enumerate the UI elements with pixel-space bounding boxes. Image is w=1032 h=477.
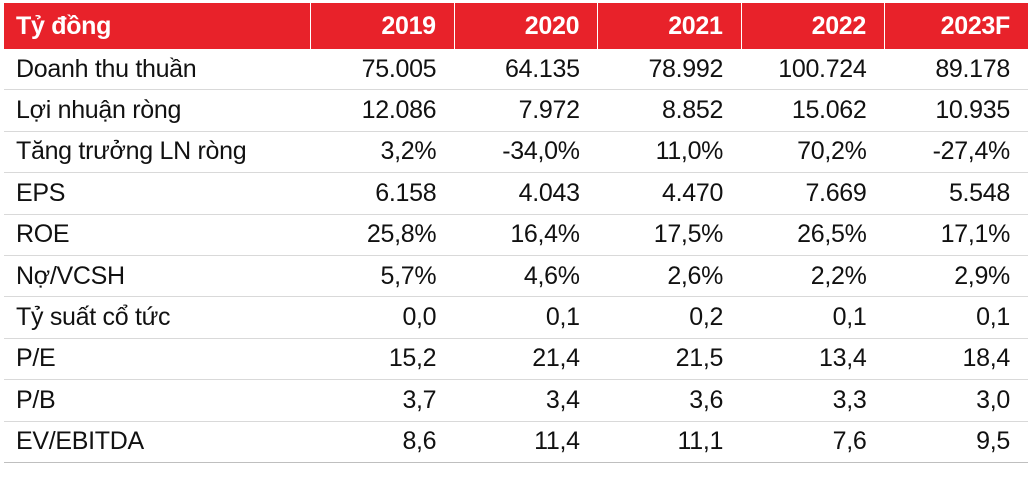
cell-value: 10.935 <box>884 89 1028 132</box>
financial-summary-table-container: Tỷ đồng 2019 2020 2021 2022 2023F Doanh … <box>4 3 1028 463</box>
cell-value: 21,5 <box>597 338 742 381</box>
cell-value: 11,0% <box>597 131 742 174</box>
cell-value: 9,5 <box>884 421 1028 463</box>
cell-value: 89.178 <box>884 49 1028 91</box>
table-header-row: Tỷ đồng 2019 2020 2021 2022 2023F <box>4 3 1028 49</box>
cell-value: 25,8% <box>310 214 455 256</box>
cell-value: 4.470 <box>597 172 742 215</box>
row-label: Doanh thu thuần <box>4 49 311 91</box>
cell-value: 2,2% <box>741 255 885 298</box>
cell-value: 17,1% <box>884 214 1028 256</box>
cell-value: 75.005 <box>310 49 455 91</box>
cell-value: 5.548 <box>884 172 1028 215</box>
table-row: EV/EBITDA 8,6 11,4 11,1 7,6 9,5 <box>4 421 1028 463</box>
row-label: Lợi nhuận ròng <box>4 89 311 132</box>
cell-value: 8,6 <box>310 421 455 463</box>
table-row: ROE 25,8% 16,4% 17,5% 26,5% 17,1% <box>4 214 1028 256</box>
cell-value: 13,4 <box>741 338 885 381</box>
cell-value: 12.086 <box>310 89 455 132</box>
year-header: 2023F <box>884 3 1028 49</box>
table-row: Doanh thu thuần 75.005 64.135 78.992 100.724… <box>4 49 1028 91</box>
table-row: Tỷ suất cổ tức 0,0 0,1 0,2 0,1 0,1 <box>4 296 1028 339</box>
cell-value: 100.724 <box>741 49 885 91</box>
cell-value: 21,4 <box>454 338 598 381</box>
table-row: Nợ/VCSH 5,7% 4,6% 2,6% 2,2% 2,9% <box>4 255 1028 298</box>
cell-value: 17,5% <box>597 214 742 256</box>
cell-value: 8.852 <box>597 89 742 132</box>
cell-value: 7,6 <box>741 421 885 463</box>
financial-summary-table: Tỷ đồng 2019 2020 2021 2022 2023F Doanh … <box>4 3 1028 463</box>
cell-value: 4.043 <box>454 172 598 215</box>
cell-value: 11,1 <box>597 421 742 463</box>
row-label: Tỷ suất cổ tức <box>4 296 311 339</box>
cell-value: 15.062 <box>741 89 885 132</box>
cell-value: 0,1 <box>741 296 885 339</box>
cell-value: 70,2% <box>741 131 885 174</box>
cell-value: 16,4% <box>454 214 598 256</box>
year-header: 2022 <box>741 3 886 49</box>
cell-value: 0,2 <box>597 296 742 339</box>
cell-value: 6.158 <box>310 172 455 215</box>
cell-value: 3,6 <box>597 379 742 422</box>
row-label: ROE <box>4 214 311 256</box>
cell-value: 0,1 <box>884 296 1028 339</box>
row-label: EPS <box>4 172 311 215</box>
table-row: EPS 6.158 4.043 4.470 7.669 5.548 <box>4 172 1028 215</box>
cell-value: 2,9% <box>884 255 1028 298</box>
cell-value: 0,1 <box>454 296 598 339</box>
row-label: P/E <box>4 338 311 381</box>
cell-value: 2,6% <box>597 255 742 298</box>
unit-label-header: Tỷ đồng <box>4 3 312 49</box>
table-row: Tăng trưởng LN ròng 3,2% -34,0% 11,0% 70,2% -… <box>4 131 1028 174</box>
cell-value: 3,0 <box>884 379 1028 422</box>
cell-value: 3,4 <box>454 379 598 422</box>
cell-value: 7.669 <box>741 172 885 215</box>
table-body: Doanh thu thuần 75.005 64.135 78.992 100.724… <box>4 49 1028 463</box>
cell-value: 5,7% <box>310 255 455 298</box>
cell-value: 0,0 <box>310 296 455 339</box>
cell-value: 78.992 <box>597 49 742 91</box>
year-header: 2020 <box>454 3 599 49</box>
cell-value: -27,4% <box>884 131 1028 174</box>
cell-value: 11,4 <box>454 421 598 463</box>
cell-value: 3,7 <box>310 379 455 422</box>
year-header: 2019 <box>310 3 455 49</box>
table-row: P/E 15,2 21,4 21,5 13,4 18,4 <box>4 338 1028 381</box>
table-row: Lợi nhuận ròng 12.086 7.972 8.852 15.062 10.9… <box>4 89 1028 132</box>
row-label: Nợ/VCSH <box>4 255 311 298</box>
cell-value: 26,5% <box>741 214 885 256</box>
table-row: P/B 3,7 3,4 3,6 3,3 3,0 <box>4 379 1028 422</box>
cell-value: 7.972 <box>454 89 598 132</box>
cell-value: 3,3 <box>741 379 885 422</box>
row-label: P/B <box>4 379 311 422</box>
cell-value: -34,0% <box>454 131 598 174</box>
cell-value: 3,2% <box>310 131 455 174</box>
row-label: Tăng trưởng LN ròng <box>4 131 311 174</box>
cell-value: 4,6% <box>454 255 598 298</box>
year-header: 2021 <box>597 3 742 49</box>
cell-value: 64.135 <box>454 49 598 91</box>
cell-value: 15,2 <box>310 338 455 381</box>
row-label: EV/EBITDA <box>4 421 311 463</box>
cell-value: 18,4 <box>884 338 1028 381</box>
